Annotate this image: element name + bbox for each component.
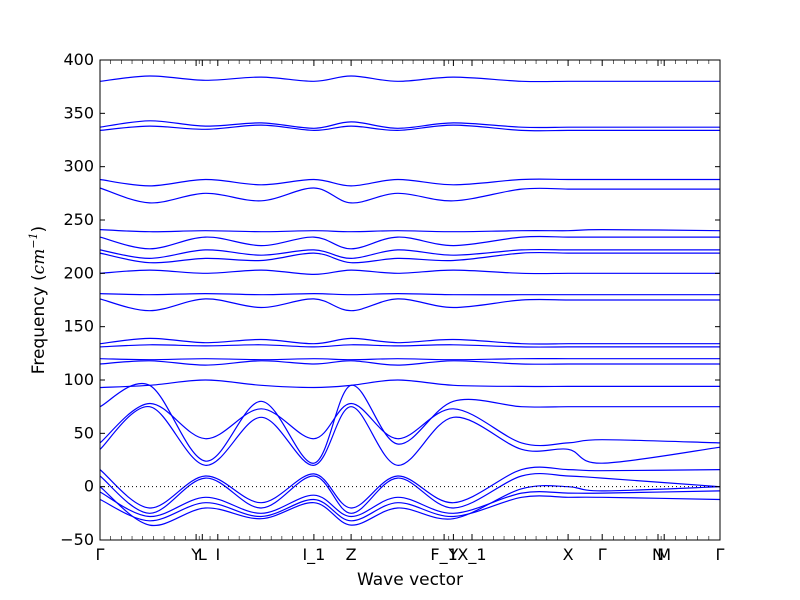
y-tick-label: 200: [63, 263, 94, 282]
x-tick-label: Γ: [96, 545, 105, 564]
y-tick-label: 400: [63, 50, 94, 69]
plot-frame: [99, 59, 721, 541]
y-axis-ticks: −50 0 50 100 150 200 250 300 350 400: [60, 50, 720, 549]
band-line: [99, 120, 720, 129]
x-tick-label: X_1: [457, 545, 486, 565]
qpoint-ticks: [110, 60, 710, 540]
band-line: [99, 337, 720, 345]
band-line: [99, 298, 720, 312]
band-line: [99, 495, 721, 522]
y-tick-label: 250: [63, 210, 94, 229]
y-tick-label: 50: [74, 423, 94, 442]
band-line: [99, 248, 720, 260]
x-tick-label: L: [198, 545, 207, 564]
x-tick-label: M: [657, 545, 671, 564]
x-axis-ticks: Γ YL I I_1 Z F_1Y X_1 X Γ NM Γ: [96, 60, 725, 565]
y-tick-label: 0: [84, 477, 94, 496]
band-line: [99, 485, 721, 527]
x-tick-label: Y: [190, 545, 201, 564]
x-axis-label: Wave vector: [357, 570, 463, 590]
band-line: [99, 472, 721, 514]
x-tick-label: I_1: [302, 545, 325, 565]
band-line: [99, 228, 721, 233]
x-tick-label: Γ: [598, 545, 607, 564]
y-tick-label: 150: [63, 317, 94, 336]
x-tick-label: F_1: [430, 545, 457, 565]
band-line: [99, 251, 720, 264]
y-axis-label-close: ): [29, 226, 49, 233]
band-line: [99, 466, 721, 509]
band-line: [99, 178, 720, 187]
y-tick-label: 300: [63, 157, 94, 176]
band-line: [99, 124, 720, 132]
x-tick-label: Z: [346, 545, 357, 564]
band-line: [99, 187, 720, 204]
band-line: [99, 344, 720, 348]
band-line: [99, 402, 721, 447]
x-tick-label: Y: [448, 545, 459, 564]
band-line: [99, 358, 720, 361]
band-line: [99, 360, 721, 366]
x-tick-label: Γ: [716, 545, 725, 564]
band-line: [99, 292, 720, 296]
x-tick-label: I: [215, 545, 220, 564]
band-line: [99, 406, 721, 466]
y-axis-label: Frequency (cm−1): [27, 226, 49, 374]
band-line: [99, 379, 720, 389]
band-line: [99, 75, 720, 83]
band-line: [99, 269, 720, 276]
y-tick-label: −50: [60, 530, 94, 549]
band-line: [99, 490, 721, 518]
y-axis-label-unit: cm: [29, 249, 49, 275]
y-axis-label-main: Frequency (: [29, 274, 49, 374]
y-tick-label: 100: [63, 370, 94, 389]
y-axis-label-exponent: −1: [27, 232, 40, 248]
band-line: [99, 382, 720, 464]
x-tick-label: X: [563, 545, 574, 564]
x-tick-label: N: [652, 545, 664, 564]
band-line: [99, 235, 720, 250]
band-lines: [99, 75, 721, 527]
y-tick-label: 350: [63, 103, 94, 122]
